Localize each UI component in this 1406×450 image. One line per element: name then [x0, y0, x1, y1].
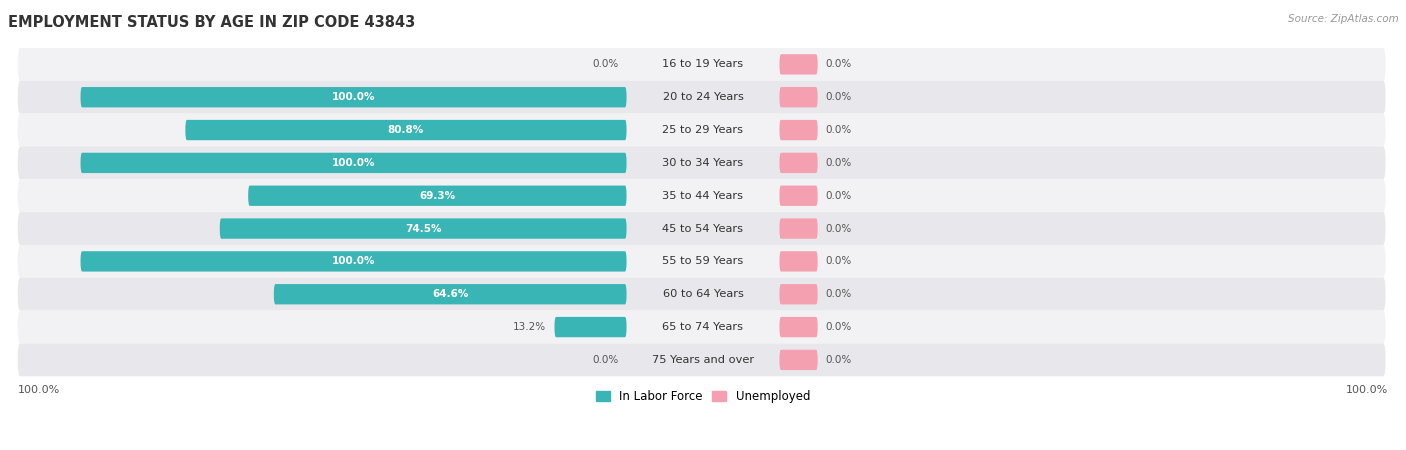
Text: 100.0%: 100.0% [18, 385, 60, 395]
FancyBboxPatch shape [80, 251, 627, 272]
FancyBboxPatch shape [779, 317, 818, 337]
Text: Source: ZipAtlas.com: Source: ZipAtlas.com [1288, 14, 1399, 23]
FancyBboxPatch shape [80, 87, 627, 108]
FancyBboxPatch shape [779, 87, 818, 108]
Text: 16 to 19 Years: 16 to 19 Years [662, 59, 744, 69]
Text: 0.0%: 0.0% [825, 125, 852, 135]
Text: 45 to 54 Years: 45 to 54 Years [662, 224, 744, 234]
FancyBboxPatch shape [186, 120, 627, 140]
FancyBboxPatch shape [779, 350, 818, 370]
Text: 35 to 44 Years: 35 to 44 Years [662, 191, 744, 201]
FancyBboxPatch shape [219, 218, 627, 239]
FancyBboxPatch shape [18, 343, 1385, 376]
Text: 20 to 24 Years: 20 to 24 Years [662, 92, 744, 102]
FancyBboxPatch shape [274, 284, 627, 304]
Text: 0.0%: 0.0% [825, 191, 852, 201]
Text: 65 to 74 Years: 65 to 74 Years [662, 322, 744, 332]
FancyBboxPatch shape [247, 185, 627, 206]
FancyBboxPatch shape [779, 153, 818, 173]
Text: 100.0%: 100.0% [1346, 385, 1388, 395]
Text: 25 to 29 Years: 25 to 29 Years [662, 125, 744, 135]
Text: 69.3%: 69.3% [419, 191, 456, 201]
Text: 100.0%: 100.0% [332, 256, 375, 266]
Text: 75 Years and over: 75 Years and over [652, 355, 754, 365]
Text: 0.0%: 0.0% [825, 322, 852, 332]
FancyBboxPatch shape [18, 48, 1385, 81]
FancyBboxPatch shape [18, 146, 1385, 179]
Legend: In Labor Force, Unemployed: In Labor Force, Unemployed [591, 386, 815, 408]
FancyBboxPatch shape [80, 153, 627, 173]
FancyBboxPatch shape [779, 54, 818, 75]
Text: 0.0%: 0.0% [825, 59, 852, 69]
Text: 55 to 59 Years: 55 to 59 Years [662, 256, 744, 266]
Text: 0.0%: 0.0% [825, 158, 852, 168]
FancyBboxPatch shape [18, 245, 1385, 278]
FancyBboxPatch shape [18, 212, 1385, 245]
Text: 30 to 34 Years: 30 to 34 Years [662, 158, 744, 168]
Text: 100.0%: 100.0% [332, 92, 375, 102]
FancyBboxPatch shape [779, 120, 818, 140]
Text: 100.0%: 100.0% [332, 158, 375, 168]
FancyBboxPatch shape [779, 251, 818, 272]
Text: 13.2%: 13.2% [513, 322, 547, 332]
FancyBboxPatch shape [779, 218, 818, 239]
Text: 0.0%: 0.0% [825, 355, 852, 365]
Text: 0.0%: 0.0% [592, 355, 619, 365]
FancyBboxPatch shape [18, 81, 1385, 114]
Text: 0.0%: 0.0% [825, 92, 852, 102]
FancyBboxPatch shape [18, 179, 1385, 212]
FancyBboxPatch shape [779, 185, 818, 206]
FancyBboxPatch shape [779, 284, 818, 304]
Text: 74.5%: 74.5% [405, 224, 441, 234]
Text: 64.6%: 64.6% [432, 289, 468, 299]
Text: 0.0%: 0.0% [825, 224, 852, 234]
Text: 0.0%: 0.0% [592, 59, 619, 69]
Text: 60 to 64 Years: 60 to 64 Years [662, 289, 744, 299]
FancyBboxPatch shape [18, 310, 1385, 343]
Text: 0.0%: 0.0% [825, 256, 852, 266]
FancyBboxPatch shape [18, 278, 1385, 310]
Text: 80.8%: 80.8% [388, 125, 425, 135]
Text: 0.0%: 0.0% [825, 289, 852, 299]
FancyBboxPatch shape [554, 317, 627, 337]
Text: EMPLOYMENT STATUS BY AGE IN ZIP CODE 43843: EMPLOYMENT STATUS BY AGE IN ZIP CODE 438… [8, 15, 415, 30]
FancyBboxPatch shape [18, 114, 1385, 146]
